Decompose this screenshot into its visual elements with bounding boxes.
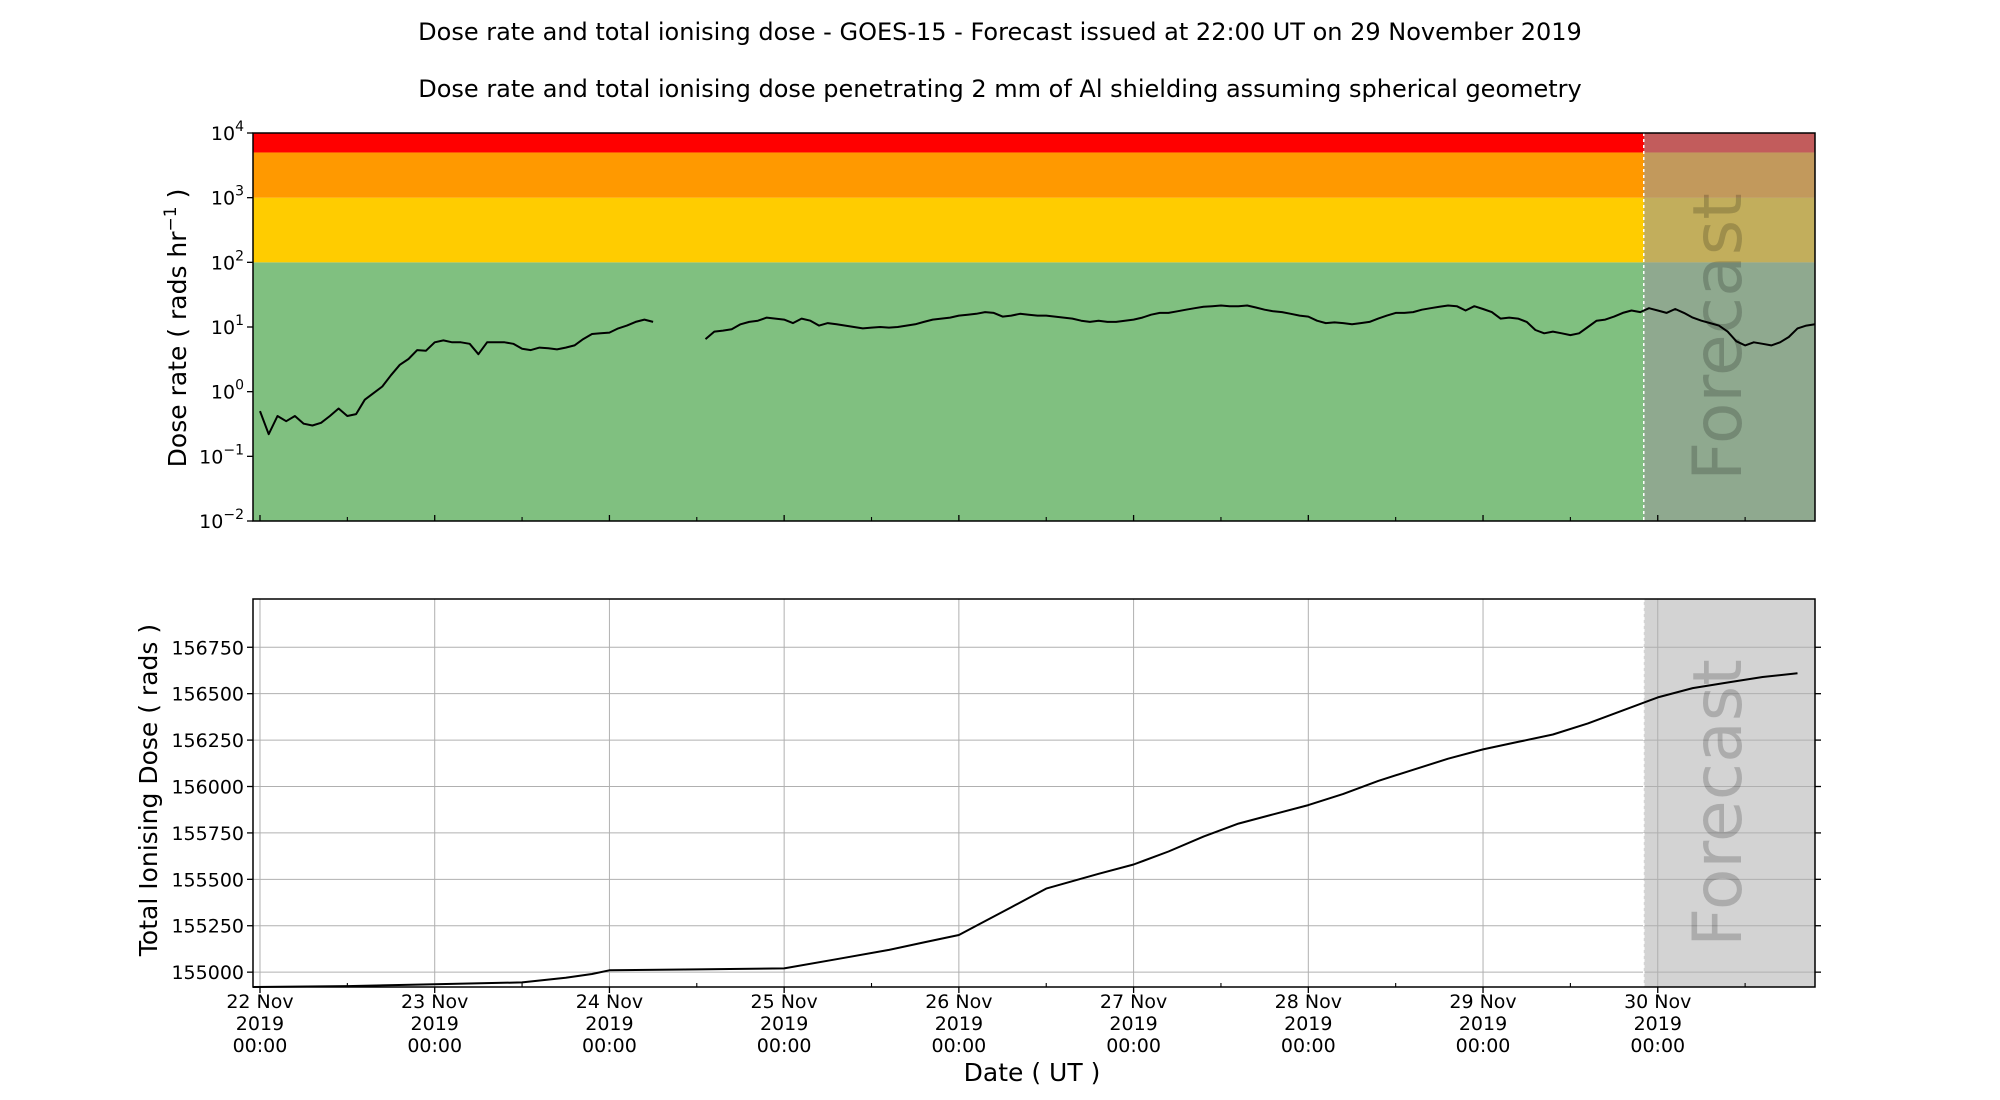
top-y-tick-exp-3: 1 [235, 313, 244, 329]
bottom-y-tick-label-2: 155500 [171, 869, 244, 891]
top-y-axis-label-sup: −1 [161, 206, 181, 231]
bottom-y-tick-label-5: 156250 [171, 730, 244, 752]
top-y-tick-label-2: 102 [211, 248, 244, 274]
top-y-axis-label-text: Dose rate ( rads hr [163, 231, 192, 468]
bottom-y-tick-label-7: 156750 [171, 637, 244, 659]
x-tick-date-0: 22 Nov [226, 991, 293, 1013]
top-y-tick-label-4: 100 [211, 378, 244, 404]
total-dose-line [252, 672, 1798, 988]
x-tick-year-0: 2019 [236, 1013, 284, 1035]
x-tick-label-7: 29 Nov 2019 00:00 [1449, 991, 1516, 1057]
x-tick-date-8: 30 Nov [1624, 991, 1691, 1013]
top-y-tick-exp-6: −2 [223, 507, 244, 523]
x-tick-label-5: 27 Nov 2019 00:00 [1100, 991, 1167, 1057]
top-y-axis-label-close: ) [163, 189, 192, 207]
top-y-tick-exp-1: 3 [235, 184, 244, 200]
x-tick-date-1: 23 Nov [401, 991, 468, 1013]
forecast-shade-top [1643, 133, 1815, 521]
chart-title: Dose rate and total ionising dose - GOES… [418, 18, 1582, 46]
x-tick-time-7: 00:00 [1456, 1035, 1511, 1057]
bottom-y-tick-label-1: 155250 [171, 916, 244, 938]
top-y-tick-label-3: 101 [211, 313, 244, 339]
x-tick-date-2: 24 Nov [576, 991, 643, 1013]
top-y-tick-exp-0: 4 [235, 119, 244, 135]
chart-subtitle: Dose rate and total ionising dose penetr… [418, 75, 1582, 103]
alert-band-1 [253, 197, 1815, 263]
top-y-tick-label-0: 104 [211, 119, 244, 145]
x-tick-time-3: 00:00 [757, 1035, 812, 1057]
alert-band-3 [253, 133, 1815, 153]
x-tick-time-0: 00:00 [233, 1035, 288, 1057]
top-y-tick-base-4: 10 [211, 382, 235, 404]
x-tick-year-5: 2019 [1109, 1013, 1157, 1035]
x-tick-label-8: 30 Nov 2019 00:00 [1624, 991, 1691, 1057]
x-tick-time-8: 00:00 [1630, 1035, 1685, 1057]
x-tick-label-4: 26 Nov 2019 00:00 [925, 991, 992, 1057]
top-y-tick-exp-2: 2 [235, 248, 244, 264]
top-y-tick-base-2: 10 [211, 252, 235, 274]
x-tick-label-1: 23 Nov 2019 00:00 [401, 991, 468, 1057]
x-tick-date-3: 25 Nov [750, 991, 817, 1013]
top-y-tick-label-5: 10−1 [199, 442, 244, 468]
dose-rate-line-segment-1 [704, 304, 1816, 347]
top-y-tick-base-6: 10 [199, 511, 223, 533]
bottom-plot-bg [253, 599, 1815, 987]
x-tick-label-3: 25 Nov 2019 00:00 [750, 991, 817, 1057]
x-tick-time-5: 00:00 [1106, 1035, 1161, 1057]
x-tick-year-3: 2019 [760, 1013, 808, 1035]
x-tick-date-4: 26 Nov [925, 991, 992, 1013]
top-y-tick-base-1: 10 [211, 188, 235, 210]
x-tick-year-2: 2019 [585, 1013, 633, 1035]
x-tick-label-6: 28 Nov 2019 00:00 [1275, 991, 1342, 1057]
x-tick-year-1: 2019 [411, 1013, 459, 1035]
bottom-plot-frame [252, 598, 1816, 988]
x-tick-time-1: 00:00 [407, 1035, 462, 1057]
forecast-label-bottom: Forecast [1679, 659, 1758, 947]
bottom-y-tick-label-0: 155000 [171, 962, 244, 984]
bottom-y-tick-label-6: 156500 [171, 684, 244, 706]
x-tick-label-2: 24 Nov 2019 00:00 [576, 991, 643, 1057]
forecast-shade-bottom [1643, 599, 1815, 987]
top-y-tick-exp-5: −1 [223, 442, 244, 458]
bottom-y-axis-label: Total Ionising Dose ( rads ) [134, 624, 163, 957]
forecast-label-top: Forecast [1679, 193, 1758, 481]
x-tick-year-8: 2019 [1634, 1013, 1682, 1035]
dose-rate-line-segment-0 [259, 318, 654, 436]
x-tick-label-0: 22 Nov 2019 00:00 [226, 991, 293, 1057]
top-y-tick-exp-4: 0 [235, 378, 244, 394]
x-tick-year-7: 2019 [1459, 1013, 1507, 1035]
alert-band-2 [253, 152, 1815, 198]
x-tick-year-4: 2019 [935, 1013, 983, 1035]
x-tick-date-6: 28 Nov [1275, 991, 1342, 1013]
bottom-y-tick-label-4: 156000 [171, 777, 244, 799]
top-y-axis-label: Dose rate ( rads hr−1 ) [161, 189, 192, 468]
bottom-y-tick-label-3: 155750 [171, 823, 244, 845]
top-y-tick-label-6: 10−2 [199, 507, 244, 533]
x-axis-label: Date ( UT ) [964, 1058, 1101, 1087]
x-tick-time-6: 00:00 [1281, 1035, 1336, 1057]
x-tick-date-7: 29 Nov [1449, 991, 1516, 1013]
x-tick-time-4: 00:00 [931, 1035, 986, 1057]
top-y-tick-label-1: 103 [211, 184, 244, 210]
alert-band-0 [253, 262, 1815, 521]
x-tick-year-6: 2019 [1284, 1013, 1332, 1035]
top-y-tick-base-0: 10 [211, 123, 235, 145]
top-y-tick-base-3: 10 [211, 317, 235, 339]
x-tick-time-2: 00:00 [582, 1035, 637, 1057]
top-y-tick-base-5: 10 [199, 446, 223, 468]
total-dose-panel: 155000 155250 155500 155750 156000 156250 1565… [171, 598, 1821, 1057]
x-tick-date-5: 27 Nov [1100, 991, 1167, 1013]
